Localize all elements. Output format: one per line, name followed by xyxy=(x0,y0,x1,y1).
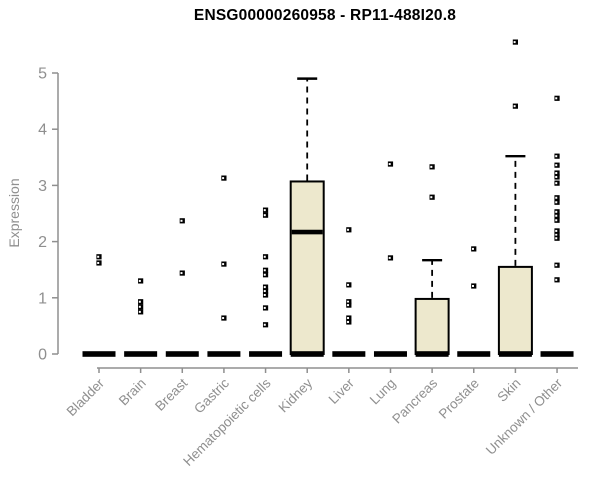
outlier-point-center xyxy=(263,323,266,326)
outlier-point-center xyxy=(555,264,558,267)
outlier-point-center xyxy=(263,214,266,217)
y-tick-label: 1 xyxy=(38,290,47,307)
zero-bar xyxy=(415,351,449,357)
outlier-point-center xyxy=(555,155,558,158)
outlier-point-center xyxy=(263,273,266,276)
outlier-point-center xyxy=(222,177,225,180)
outlier-point-center xyxy=(471,247,474,250)
y-tick-label: 0 xyxy=(38,347,47,364)
outlier-point-center xyxy=(263,255,266,258)
x-tick-label: Gastric xyxy=(191,375,232,416)
x-tick-label: Pancreas xyxy=(389,375,440,426)
zero-bar xyxy=(249,351,283,357)
outlier-point-center xyxy=(555,233,558,236)
zero-bar xyxy=(457,351,491,357)
outlier-point-center xyxy=(138,279,141,282)
outlier-point-center xyxy=(180,219,183,222)
zero-bar xyxy=(332,351,366,357)
outlier-point-center xyxy=(555,97,558,100)
x-tick-label: Prostate xyxy=(436,376,482,422)
x-tick-label: Bladder xyxy=(64,375,108,419)
outlier-point-center xyxy=(555,182,558,185)
outlier-point-center xyxy=(430,196,433,199)
outlier-point-center xyxy=(555,229,558,232)
y-tick-label: 3 xyxy=(38,178,47,195)
outlier-point-center xyxy=(222,317,225,320)
y-tick-label: 4 xyxy=(38,122,47,139)
x-tick-label: Lung xyxy=(367,376,399,408)
outlier-point-center xyxy=(263,293,266,296)
outlier-point-center xyxy=(388,256,391,259)
outlier-point-center xyxy=(347,283,350,286)
outlier-point-center xyxy=(138,310,141,313)
y-tick-label: 2 xyxy=(38,234,47,251)
zero-bar xyxy=(82,351,116,357)
outlier-point-center xyxy=(138,305,141,308)
outlier-point-center xyxy=(555,164,558,167)
zero-bar xyxy=(290,351,324,357)
outlier-point-center xyxy=(347,300,350,303)
x-tick-label: Breast xyxy=(152,375,190,413)
outlier-point-center xyxy=(388,163,391,166)
outlier-point-center xyxy=(263,286,266,289)
outlier-point-center xyxy=(347,317,350,320)
outlier-point-center xyxy=(222,263,225,266)
outlier-point-center xyxy=(471,284,474,287)
outlier-point-center xyxy=(180,272,183,275)
outlier-point-center xyxy=(347,304,350,307)
outlier-point-center xyxy=(555,219,558,222)
zero-bar xyxy=(373,351,407,357)
outlier-point-center xyxy=(97,255,100,258)
outlier-point-center xyxy=(263,290,266,293)
outlier-point-center xyxy=(555,210,558,213)
chart-title: ENSG00000260958 - RP11-488I20.8 xyxy=(193,7,457,24)
box xyxy=(414,297,450,356)
box xyxy=(289,180,325,355)
outlier-point-center xyxy=(555,175,558,178)
median-line xyxy=(291,229,323,235)
outlier-point-center xyxy=(263,209,266,212)
outlier-point-center xyxy=(555,214,558,217)
outlier-point-center xyxy=(555,201,558,204)
outlier-point-center xyxy=(513,105,516,108)
outlier-point-center xyxy=(430,165,433,168)
zero-bar xyxy=(207,351,241,357)
outlier-point-center xyxy=(97,261,100,264)
outlier-point-center xyxy=(555,196,558,199)
zero-bar xyxy=(540,351,574,357)
x-tick-label: Unknown / Other xyxy=(483,375,566,458)
outlier-point-center xyxy=(347,228,350,231)
x-tick-label: Skin xyxy=(494,376,523,405)
outlier-point-center xyxy=(347,320,350,323)
outlier-point-center xyxy=(138,300,141,303)
outlier-point-center xyxy=(555,278,558,281)
x-tick-label: Kidney xyxy=(276,375,316,415)
zero-bar xyxy=(124,351,158,357)
outlier-point-center xyxy=(555,172,558,175)
outlier-point-center xyxy=(263,306,266,309)
box xyxy=(497,265,533,356)
outlier-point-center xyxy=(263,269,266,272)
x-tick-label: Brain xyxy=(116,376,149,409)
y-tick-label: 5 xyxy=(38,66,47,83)
outlier-point-center xyxy=(513,41,516,44)
zero-bar xyxy=(165,351,199,357)
zero-bar xyxy=(498,351,532,357)
outlier-point-center xyxy=(555,237,558,240)
x-tick-label: Liver xyxy=(326,375,358,407)
